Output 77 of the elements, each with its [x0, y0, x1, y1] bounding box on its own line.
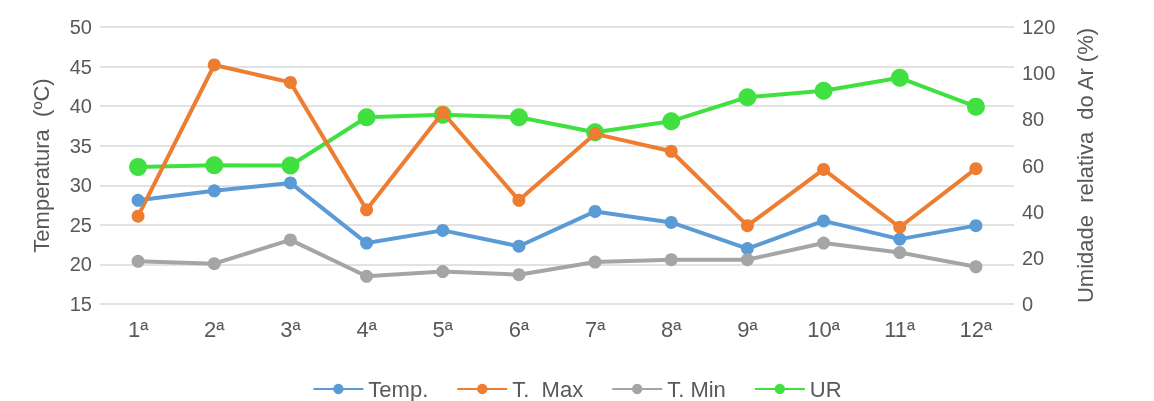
- y-tick-label: 45: [69, 55, 92, 78]
- y2-tick-label: 120: [1022, 16, 1056, 38]
- legend-label: UR: [809, 376, 842, 401]
- y2-tick-label: 60: [1022, 154, 1045, 177]
- x-tick-label: 1ª: [127, 316, 150, 342]
- point: [740, 219, 754, 233]
- y2-tick-label: 40: [1022, 200, 1045, 223]
- point: [893, 246, 907, 260]
- point: [512, 193, 526, 207]
- y-tick-label: 15: [69, 293, 92, 315]
- point: [664, 144, 678, 158]
- legend-label: Temp.: [368, 376, 429, 401]
- x-tick-label: 3ª: [280, 316, 302, 342]
- point: [966, 97, 985, 116]
- point: [969, 219, 983, 233]
- legend-label: T. Min: [667, 376, 726, 401]
- point: [890, 68, 909, 87]
- y2-tick-label: 100: [1022, 62, 1056, 85]
- point: [893, 220, 907, 234]
- point: [207, 184, 221, 198]
- point: [360, 269, 374, 283]
- point: [817, 214, 831, 228]
- point: [357, 108, 376, 127]
- x-tick-label: 7ª: [584, 316, 607, 342]
- point: [207, 257, 221, 271]
- point: [969, 260, 983, 274]
- point: [740, 253, 754, 267]
- point: [436, 223, 450, 237]
- point: [283, 75, 297, 89]
- point: [817, 236, 831, 250]
- y2-tick-label: 80: [1022, 108, 1045, 131]
- x-tick-label: 4ª: [356, 316, 378, 342]
- point: [283, 233, 297, 247]
- point: [740, 242, 754, 256]
- y2-tick-label: 20: [1022, 246, 1045, 269]
- point: [512, 268, 526, 282]
- point: [129, 157, 148, 176]
- point: [360, 203, 374, 217]
- point: [360, 236, 374, 250]
- point: [662, 112, 681, 131]
- legend-label: T. Max: [512, 376, 584, 401]
- x-tick-label: 9ª: [737, 316, 759, 342]
- x-tick-label: 10ª: [807, 316, 841, 342]
- point: [207, 58, 221, 72]
- point: [436, 265, 450, 279]
- y-tick-label: 35: [69, 134, 92, 157]
- point: [205, 156, 224, 175]
- point: [281, 156, 300, 175]
- y2-tick-label: 0: [1022, 293, 1034, 315]
- point: [588, 204, 602, 218]
- point: [283, 176, 297, 190]
- y2-axis-title: Umidade relativa do Ar (%): [1072, 27, 1098, 304]
- point: [512, 239, 526, 253]
- point: [664, 253, 678, 267]
- point: [893, 232, 907, 246]
- point: [969, 162, 983, 176]
- x-tick-label: 5ª: [432, 316, 454, 342]
- x-tick-label: 12ª: [959, 316, 994, 342]
- point: [817, 162, 831, 176]
- point: [588, 255, 602, 269]
- x-tick-label: 6ª: [508, 316, 530, 342]
- y-tick-label: 20: [69, 253, 92, 276]
- y-tick-label: 40: [69, 95, 92, 118]
- x-tick-label: 2ª: [204, 316, 226, 342]
- point: [738, 88, 757, 107]
- x-tick-label: 11ª: [884, 316, 917, 342]
- point: [509, 108, 528, 127]
- point: [814, 81, 833, 100]
- y-tick-label: 50: [69, 16, 92, 38]
- y-axis-title: Temperatura (ºC): [28, 78, 54, 253]
- point: [664, 215, 678, 229]
- point: [131, 254, 145, 268]
- y-tick-label: 25: [69, 213, 92, 236]
- point: [131, 193, 145, 207]
- point: [131, 209, 145, 223]
- x-tick-label: 8ª: [661, 316, 683, 342]
- y-tick-label: 30: [69, 174, 92, 197]
